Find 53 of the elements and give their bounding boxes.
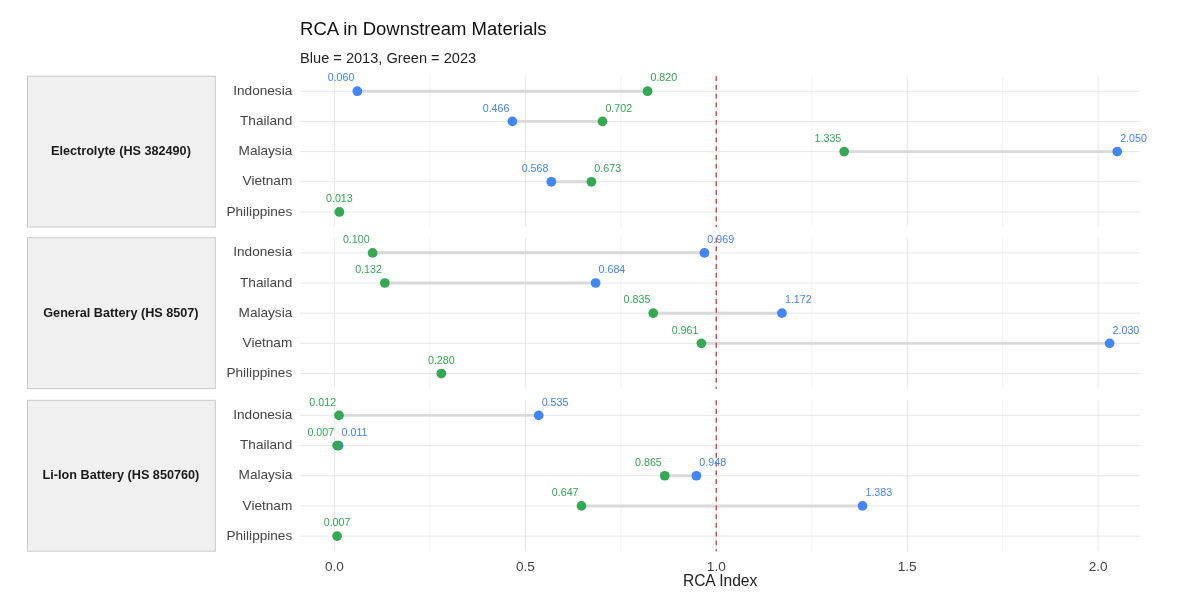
data-label: 0.969 <box>707 233 735 246</box>
data-label: 0.865 <box>635 456 662 469</box>
data-label: 0.702 <box>605 101 633 114</box>
y-axis-title: Electrolyte (HS 382490) <box>51 143 191 158</box>
y-tick-label: Indonesia <box>233 406 293 422</box>
data-label: 0.007 <box>307 425 335 438</box>
y-tick-label: Philippines <box>226 527 293 543</box>
y-tick-label: Vietnam <box>242 173 293 189</box>
data-label: 0.684 <box>598 263 626 276</box>
data-label: 0.060 <box>327 71 355 84</box>
data-label: 0.280 <box>427 353 455 366</box>
x-tick-label: 0.0 <box>324 558 345 574</box>
y-axis-title: Li-Ion Battery (HS 850760) <box>42 468 200 483</box>
y-tick-label: Vietnam <box>242 497 293 513</box>
y-tick-label: Malaysia <box>238 467 293 483</box>
data-label: 0.012 <box>309 395 337 408</box>
y-tick-label: Malaysia <box>238 304 293 320</box>
chart-subtitle: Blue = 2013, Green = 2023 <box>300 50 477 67</box>
y-tick-label: Vietnam <box>242 334 293 350</box>
y-tick-label: Philippines <box>226 365 293 381</box>
data-label: 1.335 <box>814 131 842 144</box>
x-tick-label: 1.0 <box>706 558 727 574</box>
x-tick-label: 0.5 <box>515 558 535 574</box>
data-label: 0.007 <box>323 516 351 529</box>
y-tick-label: Indonesia <box>233 244 293 260</box>
data-label: 0.673 <box>594 162 622 175</box>
data-label: 0.961 <box>671 323 699 336</box>
data-label: 0.948 <box>699 456 727 469</box>
data-label: 0.568 <box>521 162 549 175</box>
data-label: 0.100 <box>342 233 370 246</box>
y-tick-label: Thailand <box>240 274 293 290</box>
data-label: 0.013 <box>326 192 353 205</box>
data-label: 1.172 <box>784 293 812 306</box>
y-tick-label: Indonesia <box>233 82 293 98</box>
y-axis-title: General Battery (HS 8507) <box>43 305 199 320</box>
y-tick-label: Philippines <box>226 203 293 219</box>
data-label: 0.820 <box>650 71 678 84</box>
data-label: 2.050 <box>1120 131 1147 144</box>
x-tick-label: 2.0 <box>1088 558 1109 574</box>
data-label: 2.030 <box>1112 323 1140 336</box>
data-label: 1.383 <box>865 486 893 499</box>
y-tick-label: Thailand <box>240 437 293 453</box>
data-label: 0.132 <box>355 263 382 276</box>
x-tick-label: 1.5 <box>897 558 917 574</box>
y-tick-label: Thailand <box>240 113 293 128</box>
y-tick-label: Malaysia <box>238 143 293 159</box>
data-label: 0.011 <box>341 425 368 438</box>
data-label: 0.647 <box>551 486 579 499</box>
x-axis-title: RCA Index <box>682 572 758 590</box>
data-label: 0.835 <box>623 293 651 306</box>
data-label: 0.535 <box>541 395 569 408</box>
chart-title: RCA in Downstream Materials <box>300 18 547 40</box>
data-label: 0.466 <box>482 101 510 114</box>
